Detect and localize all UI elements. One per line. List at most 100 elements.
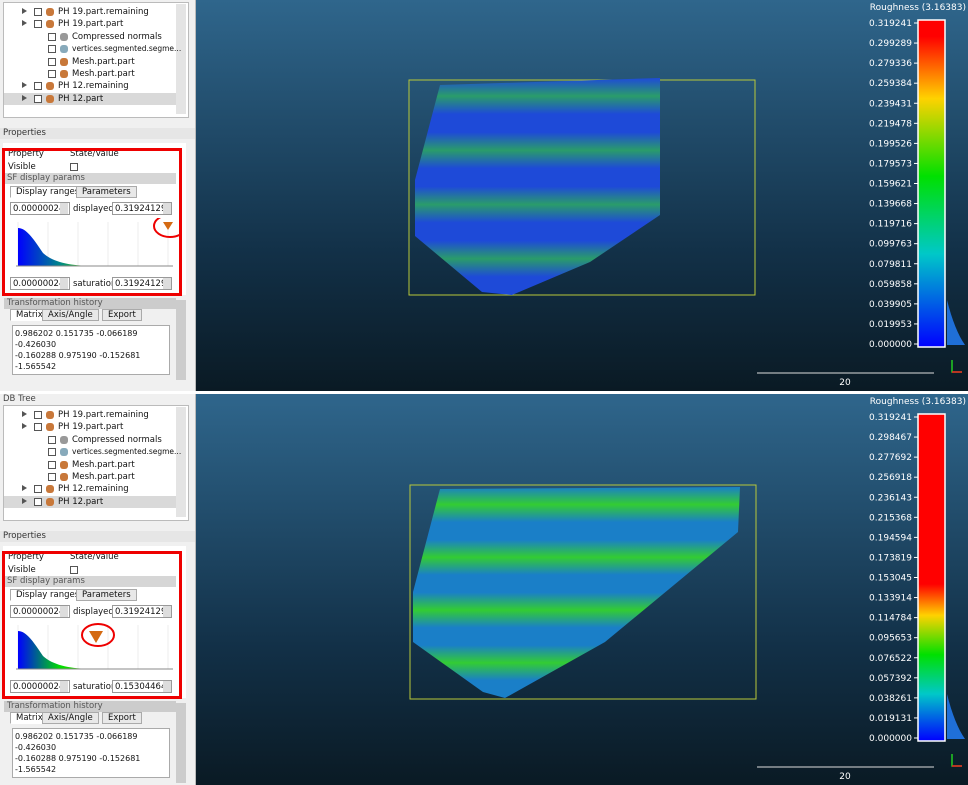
tree-item: Mesh.part.part [72,56,135,67]
checkbox [34,94,42,103]
point-cloud [413,487,740,698]
item-icon [46,423,54,432]
checkbox [48,435,56,444]
tree-item: Compressed normals [72,434,162,445]
prop-header: State/Value [70,552,119,562]
tab: Matrix [10,309,49,321]
screen-panel: Roughness (3.16383) 0.319241 0.298467 0.277… [0,394,968,785]
screen-panel: Roughness (3.16383) 0.319241 0.299289 0.279… [0,0,968,391]
item-icon [60,473,68,481]
item-icon [46,94,54,103]
expander [22,411,27,417]
tab: Axis/Angle [42,309,99,321]
scale-label: 0.179573 [869,159,912,169]
scale-label: 0.038261 [869,694,912,704]
matrix-line: -1.565542 [15,765,57,774]
scale-label: 0.239431 [869,99,912,109]
scale-label: 0.299289 [869,39,912,49]
scale-length: 20 [839,772,851,782]
matrix-box [12,325,170,375]
checkbox [48,70,56,78]
matrix-line: 0.986202 0.151735 -0.066189 [15,732,138,741]
scale-label: 0.079811 [869,260,912,270]
item-icon [60,460,68,469]
scale-label: 0.000000 [869,734,912,744]
value-field: 0.00000024 [10,202,70,215]
scale-label: 0.057392 [869,674,912,684]
scale-label: 0.076522 [869,654,912,664]
red-highlight [2,148,182,296]
scale-label: 0.039905 [869,300,912,310]
value-field: 0.00000024 [10,605,70,618]
item-icon [60,57,68,66]
expander [22,82,27,89]
expander [22,94,27,101]
tab: Display ranges [10,186,86,198]
scale-label: 0.173819 [869,553,912,563]
checkbox [48,32,56,41]
item-icon [46,8,54,16]
item-icon [60,45,68,54]
value-field: 0.31924129 [112,605,172,618]
expander [22,8,27,14]
value-field: 0.15304464 [112,680,172,693]
tab: Parameters [76,186,137,198]
tree-item: PH 12.part [58,496,104,507]
color-bar [917,19,946,348]
checkbox [34,411,42,419]
tree-item: PH 12.remaining [58,81,129,92]
scale-label: 0.199526 [869,139,912,149]
histogram-area [18,631,88,669]
scale-label: 0.000000 [869,340,912,350]
scale-label: 0.114784 [869,614,912,624]
range-label: displayed [73,607,114,617]
scale-label: 0.019953 [869,320,912,330]
scrollbar [176,703,186,783]
scale-label: 0.259384 [869,79,912,89]
histogram [16,623,173,670]
scale-title: Roughness (3.16383) [870,397,966,407]
prop-header: Property [8,149,44,159]
saturation-marker [89,631,103,643]
checkbox [34,20,42,29]
axis-trihedron [951,360,962,373]
scale-label: 0.119716 [869,220,912,230]
spin-button [60,278,68,289]
checkbox [48,448,56,457]
value-field: 0.00000024 [10,680,70,693]
value-field: 0.31924129 [112,202,172,215]
scale-label: 0.236143 [869,493,912,503]
histogram-area [18,228,88,266]
tree-title: DB Tree [3,394,36,404]
item-icon [46,497,54,506]
scale-label: 0.319241 [869,19,912,29]
value-field: 0.00000024 [10,277,70,290]
tree-item: Mesh.part.part [72,472,135,482]
tab: Axis/Angle [42,712,99,724]
checkbox [34,497,42,506]
checkbox [48,45,56,54]
props-box [3,546,186,698]
range-label: saturation [73,682,117,692]
scale-label: 0.159621 [869,180,912,190]
scrollbar [176,4,186,114]
3d-view: Roughness (3.16383) 0.319241 0.299289 0.279… [408,3,966,388]
matrix-line: -0.426030 [15,340,57,349]
checkbox [48,57,56,66]
tab: Export [102,712,142,724]
scale-title: Roughness (3.16383) [870,3,966,13]
scale-label: 0.153045 [869,574,912,584]
spin-button [60,203,68,214]
spin-button [163,203,171,214]
scale-label: 0.277692 [869,453,912,463]
checkbox [34,423,42,432]
scrollbar [176,300,186,380]
matrix-line: 0.986202 0.151735 -0.066189 [15,329,138,338]
expander [22,423,27,430]
range-label: displayed [73,204,114,214]
prop-visible: Visible [8,565,36,575]
scale-label: 0.059858 [869,280,912,290]
checkbox [34,485,42,494]
highlight-circle [153,218,180,238]
